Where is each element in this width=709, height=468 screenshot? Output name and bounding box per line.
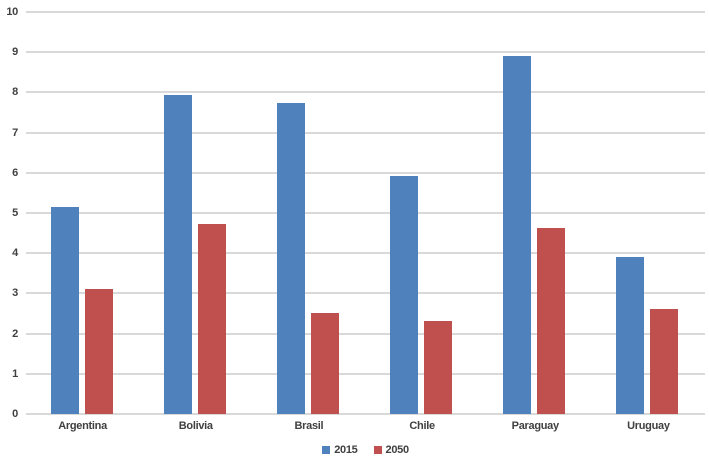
x-axis-label: Uruguay <box>627 420 670 432</box>
x-axis-label: Brasil <box>294 420 324 432</box>
bar-2015-chile <box>390 176 419 414</box>
bar-2050-argentina <box>84 288 113 414</box>
gridline <box>26 91 705 94</box>
y-axis-tick-label: 4 <box>12 247 18 260</box>
bar-2050-bolivia <box>197 224 226 414</box>
y-axis-tick-label: 7 <box>12 126 18 139</box>
x-axis-label: Argentina <box>58 420 107 432</box>
legend-swatch-2015 <box>322 446 331 454</box>
x-axis-label: Chile <box>409 420 435 432</box>
legend-label: 2015 <box>334 444 358 456</box>
legend-swatch-2050 <box>373 446 382 454</box>
gridline <box>26 171 705 174</box>
gridline <box>26 131 705 134</box>
y-axis-tick-label: 2 <box>12 327 18 340</box>
bar-2015-paraguay <box>503 55 532 414</box>
bar-2050-chile <box>424 320 453 414</box>
bar-2015-brasil <box>276 102 305 414</box>
y-axis-tick-label: 5 <box>12 207 18 219</box>
y-axis-tick-label: 1 <box>12 367 18 380</box>
y-axis-tick-label: 10 <box>6 6 18 18</box>
legend-item-2050: 2050 <box>373 444 410 456</box>
y-axis-tick-label: 3 <box>12 287 18 300</box>
y-axis-tick-label: 6 <box>12 166 18 179</box>
legend-item-2015: 2015 <box>322 444 358 456</box>
y-axis-tick-label: 9 <box>12 46 18 59</box>
gridline <box>26 413 705 415</box>
gridline <box>26 252 705 255</box>
y-axis-tick-label: 0 <box>12 408 18 420</box>
x-axis-label: Paraguay <box>511 420 559 432</box>
gridline <box>26 212 705 214</box>
legend: 2015 2050 <box>26 444 705 456</box>
bar-2015-uruguay <box>616 256 645 414</box>
gridline <box>26 11 705 13</box>
gridline <box>26 372 705 375</box>
bar-2015-bolivia <box>163 95 192 414</box>
bar-2015-argentina <box>50 206 79 414</box>
x-axis-label: Bolivia <box>178 420 213 432</box>
bar-2050-uruguay <box>650 309 679 414</box>
gridline <box>26 332 705 335</box>
gridline <box>26 51 705 54</box>
gridline <box>26 292 705 295</box>
legend-label: 2050 <box>385 444 410 456</box>
bar-2050-brasil <box>310 312 339 414</box>
y-axis-tick-label: 8 <box>12 86 18 99</box>
bar-2050-paraguay <box>537 228 566 414</box>
